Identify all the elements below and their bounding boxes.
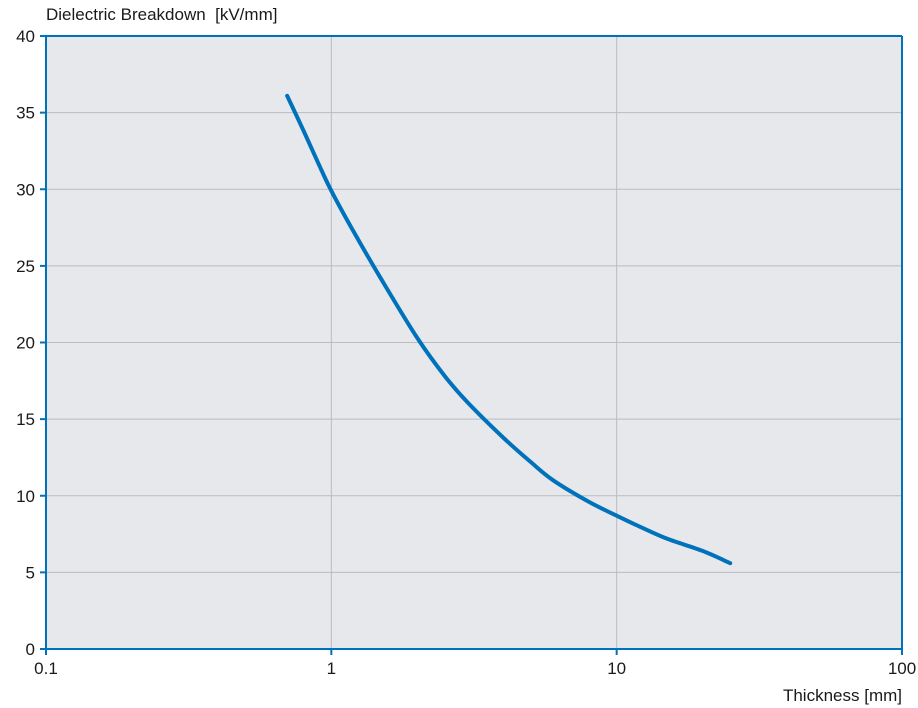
x-ticks: 0.1 1 10 100 bbox=[34, 649, 916, 678]
y-axis-title: Dielectric Breakdown [kV/mm] bbox=[46, 5, 277, 24]
x-tick-label-3: 100 bbox=[888, 659, 916, 678]
y-ticks: 0 5 10 15 20 25 30 35 40 bbox=[16, 27, 46, 659]
x-tick-label-2: 10 bbox=[607, 659, 626, 678]
y-tick-label-6: 30 bbox=[16, 180, 35, 199]
x-axis-title: Thickness [mm] bbox=[783, 686, 902, 705]
y-tick-label-2: 10 bbox=[16, 487, 35, 506]
series-group bbox=[285, 93, 733, 566]
y-tick-label-8: 40 bbox=[16, 27, 35, 46]
y-tick-label-4: 20 bbox=[16, 334, 35, 353]
y-tick-label-5: 25 bbox=[16, 257, 35, 276]
y-tick-label-0: 0 bbox=[26, 640, 35, 659]
y-tick-label-1: 5 bbox=[26, 563, 35, 582]
y-tick-label-7: 35 bbox=[16, 104, 35, 123]
x-tick-label-1: 1 bbox=[327, 659, 336, 678]
y-tick-label-3: 15 bbox=[16, 410, 35, 429]
x-tick-label-0: 0.1 bbox=[34, 659, 58, 678]
grid bbox=[46, 36, 902, 649]
series-line-0 bbox=[285, 93, 733, 566]
